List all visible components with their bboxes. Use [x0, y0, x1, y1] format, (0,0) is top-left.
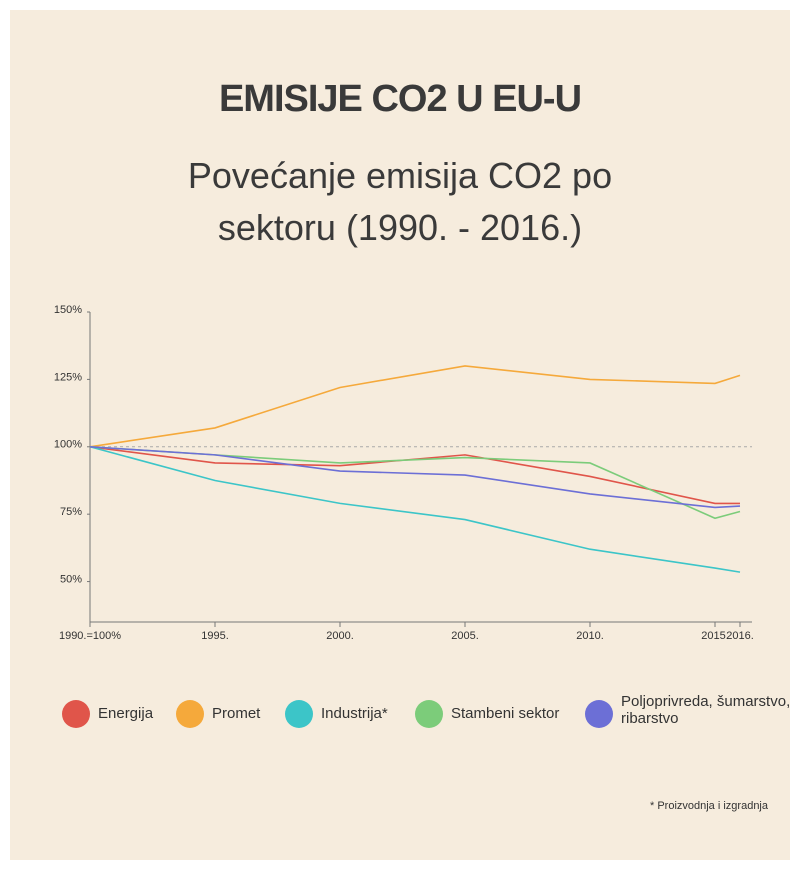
line-series: [89, 445, 740, 505]
x-tick-label: 2015.: [701, 630, 729, 642]
x-tick-label: 2000.: [326, 630, 354, 642]
legend-item: Energija: [62, 700, 154, 728]
x-tick-label: 1995.: [201, 630, 229, 642]
line-series: [89, 365, 741, 448]
legend-label: Stambeni sektor: [451, 705, 560, 722]
legend-swatch: [62, 700, 90, 728]
y-tick-label: 125%: [54, 371, 82, 383]
legend-label: Energija: [98, 705, 154, 722]
legend-label: Industrija*: [321, 705, 388, 722]
legend-item: Poljoprivreda, šumarstvo, ribarstvo: [585, 693, 796, 728]
legend-label: Poljoprivreda, šumarstvo, ribarstvo: [621, 693, 791, 727]
legend-item: Stambeni sektor: [415, 700, 560, 728]
panel: [10, 10, 790, 860]
x-tick-label: 2005.: [451, 630, 479, 642]
chart-title: EMISIJE CO2 U EU-U: [218, 78, 582, 120]
y-tick-label: 100%: [54, 439, 82, 451]
legend-swatch: [415, 700, 443, 728]
x-tick-label: 2010.: [576, 630, 604, 642]
legend-swatch: [176, 700, 204, 728]
y-tick-label: 75%: [60, 506, 82, 518]
y-tick-label: 50%: [60, 573, 82, 585]
legend-item: Industrija*: [285, 700, 388, 728]
legend-item: Promet: [176, 700, 261, 728]
line-series: [89, 445, 741, 520]
chart-subtitle: Povećanje emisija CO2 po sektoru (1990. …: [187, 155, 613, 248]
x-tick-label: 1990.=100%: [59, 630, 121, 642]
x-tick-label: 2016.: [726, 630, 754, 642]
legend-swatch: [285, 700, 313, 728]
line-series: [89, 445, 741, 509]
legend-label: Promet: [212, 705, 261, 722]
line-series: [89, 446, 741, 573]
footnote: * Proizvodnja i izgradnja: [649, 800, 768, 812]
legend-swatch: [585, 700, 613, 728]
y-tick-label: 150%: [54, 304, 82, 316]
